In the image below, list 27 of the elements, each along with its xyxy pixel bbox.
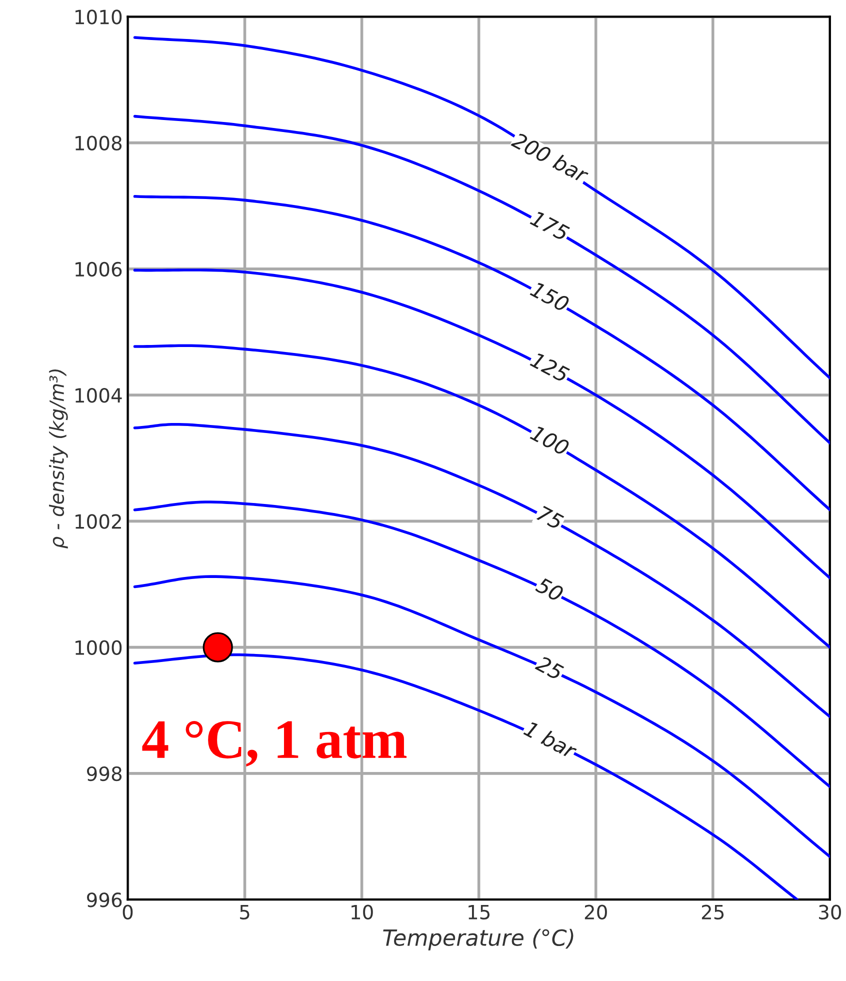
x-tick-label: 10 [352,904,373,920]
y-tick-label: 998 [86,766,122,782]
y-tick-label: 1010 [76,10,122,24]
y-tick-label: 1006 [76,262,122,277]
text: 150 [530,280,570,312]
text: 125 [530,351,570,383]
y-axis-title: ρ - density (kg/m³) [49,369,68,548]
annotation: 4 °C, 1 atm [142,720,407,767]
y-tick-label: 996 [86,892,122,908]
x-tick-label: 25 [702,904,724,920]
text: 25 [534,654,564,681]
x-tick-label: 20 [584,904,607,920]
y-tick-label: 1000 [76,640,122,655]
text: 200 bar [510,131,590,184]
x-tick-label: 5 [240,905,250,920]
x-tick-label: 0 [122,904,133,920]
y-tick-label: 1008 [76,136,122,150]
text: 100 [530,424,570,456]
text: 1 bar [523,720,579,760]
text: 50 [534,576,564,602]
x-tick-label: 15 [468,905,490,920]
y-tick-label: 1004 [76,388,122,403]
y-tick-label: 1002 [76,514,121,529]
x-axis-title: Temperature (°C) [383,928,574,950]
text: 75 [536,505,564,530]
x-tick-label: 30 [819,904,842,920]
text: 175 [530,210,570,242]
